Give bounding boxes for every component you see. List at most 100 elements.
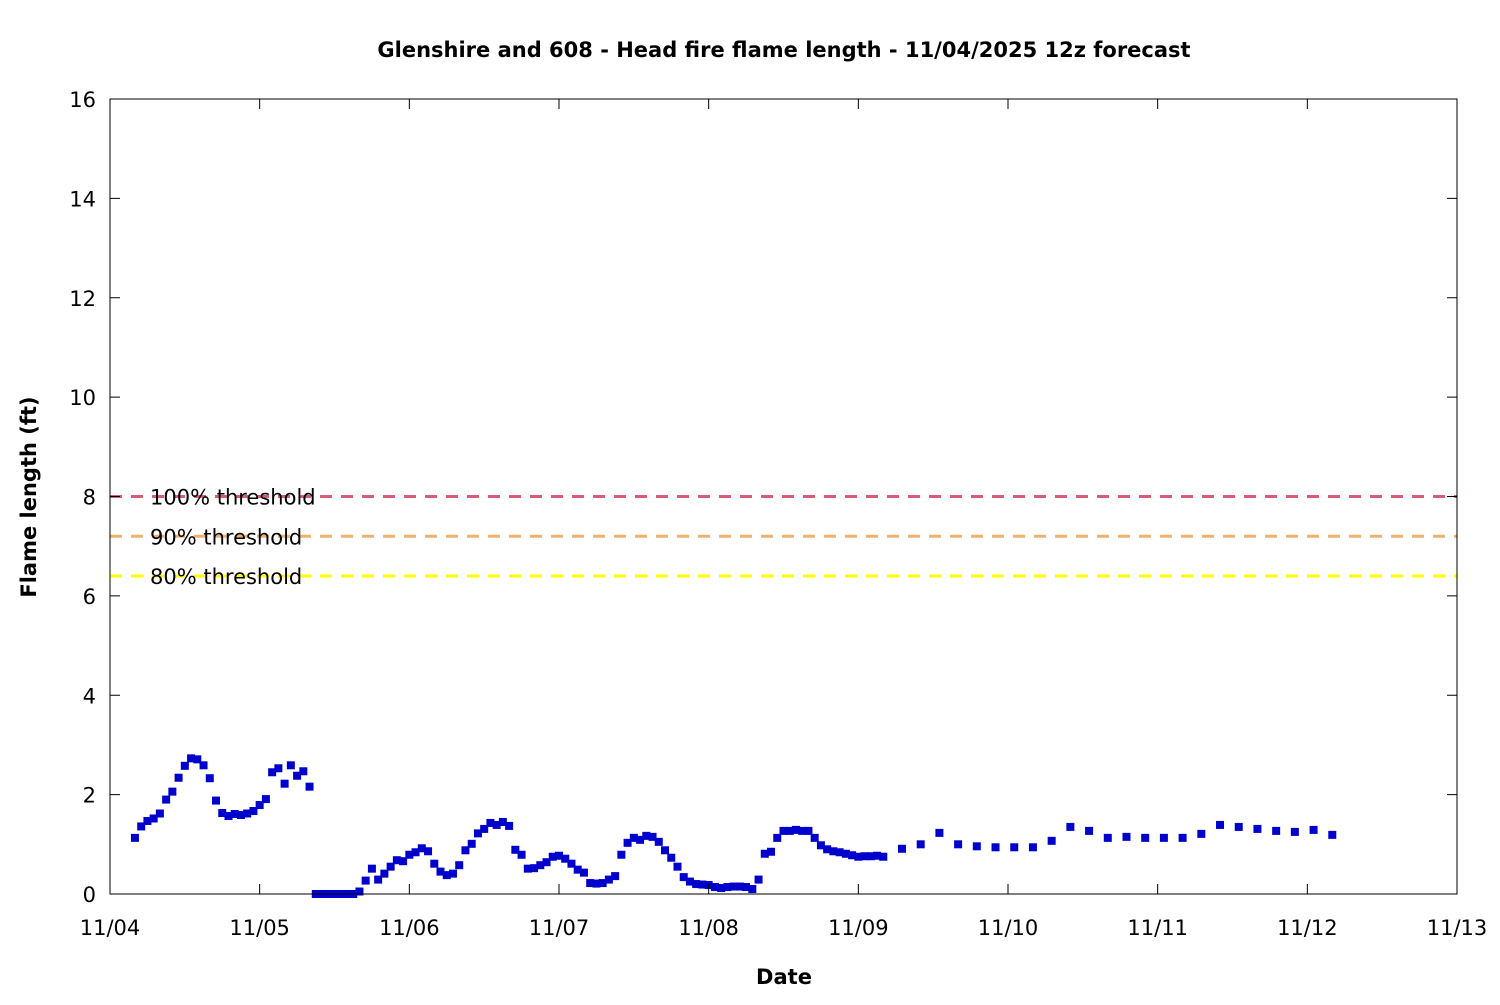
data-point (673, 862, 682, 871)
data-point (511, 845, 520, 854)
data-point (205, 774, 214, 783)
data-point (455, 861, 464, 870)
data-point (149, 814, 158, 823)
data-point (654, 837, 663, 846)
data-point (1085, 826, 1094, 835)
data-point (611, 872, 620, 881)
data-point (492, 820, 501, 829)
data-point (392, 856, 401, 865)
data-point (661, 846, 670, 855)
data-point (685, 877, 694, 886)
x-tick-label: 11/08 (678, 916, 739, 940)
data-point (374, 875, 383, 884)
axes: 0 2 4 6 8 10 12 14 16 11/04 11/05 11/06 11/07 11/08 11… (69, 88, 1487, 940)
data-point (386, 862, 395, 871)
data-point (916, 840, 925, 849)
data-point (791, 825, 800, 834)
data-point (442, 871, 451, 880)
data-point (879, 852, 888, 861)
data-point (954, 840, 963, 849)
data-point (411, 848, 420, 857)
data-point (804, 826, 813, 835)
data-point (785, 826, 794, 835)
data-point (536, 861, 545, 870)
data-point (530, 864, 539, 873)
data-point (991, 843, 1000, 852)
data-point (1216, 820, 1225, 829)
data-point (767, 847, 776, 856)
data-point (405, 850, 414, 859)
data-point (1253, 824, 1262, 833)
x-tick-label: 11/12 (1277, 916, 1338, 940)
y-tick-label: 10 (69, 386, 96, 410)
x-axis-label: Date (756, 965, 812, 989)
threshold-label: 90% threshold (150, 525, 302, 549)
x-tick-label: 11/06 (379, 916, 440, 940)
x-tick-label: 11/07 (529, 916, 590, 940)
data-point (180, 761, 189, 770)
x-tick-label: 11/13 (1427, 916, 1488, 940)
y-tick-label: 16 (69, 88, 96, 112)
data-point (424, 847, 433, 856)
data-point (617, 850, 626, 859)
data-point (848, 851, 857, 860)
y-tick-label: 8 (83, 486, 96, 510)
data-point (261, 795, 270, 804)
threshold-label: 100% threshold (150, 486, 316, 510)
data-point (823, 845, 832, 854)
data-point (505, 821, 514, 830)
data-point (187, 754, 196, 763)
data-point (480, 824, 489, 833)
y-axis-label: Flame length (ft) (17, 396, 41, 597)
y-tick-label: 2 (83, 784, 96, 808)
data-point (486, 818, 495, 827)
data-point (218, 809, 227, 818)
data-point (1290, 827, 1299, 836)
data-point (230, 810, 239, 819)
data-point (174, 773, 183, 782)
data-point (592, 879, 601, 888)
data-point (604, 875, 613, 884)
data-point (286, 761, 295, 770)
data-point (1328, 830, 1337, 839)
data-point (735, 882, 744, 891)
data-point (729, 882, 738, 891)
data-point (193, 755, 202, 764)
data-point (586, 879, 595, 888)
data-point (835, 848, 844, 857)
data-point (897, 844, 906, 853)
data-point (698, 880, 707, 889)
y-tick-label: 4 (83, 684, 96, 708)
y-tick-label: 0 (83, 883, 96, 907)
threshold-lines: 100% threshold 90% threshold 80% threshold (110, 486, 1457, 589)
data-point (268, 768, 277, 777)
threshold-label: 80% threshold (150, 565, 302, 589)
data-point (860, 852, 869, 861)
data-point (798, 826, 807, 835)
data-point (130, 833, 139, 842)
data-point (255, 801, 264, 810)
data-point (280, 779, 289, 788)
x-tick-label: 11/10 (978, 916, 1039, 940)
data-point (249, 807, 258, 816)
data-point (748, 885, 757, 894)
data-point (199, 761, 208, 770)
data-point (561, 854, 570, 863)
data-point (1234, 822, 1243, 831)
data-point (305, 782, 314, 791)
data-point (236, 810, 245, 819)
data-point (162, 795, 171, 804)
data-point (542, 858, 551, 867)
data-point (623, 838, 632, 847)
data-point (243, 809, 252, 818)
data-point (773, 833, 782, 842)
data-point (1309, 825, 1318, 834)
data-point (473, 829, 482, 838)
data-point (810, 833, 819, 842)
data-point (667, 853, 676, 862)
data-point (598, 879, 607, 888)
data-point (168, 787, 177, 796)
data-point (380, 869, 389, 878)
data-point (636, 835, 645, 844)
